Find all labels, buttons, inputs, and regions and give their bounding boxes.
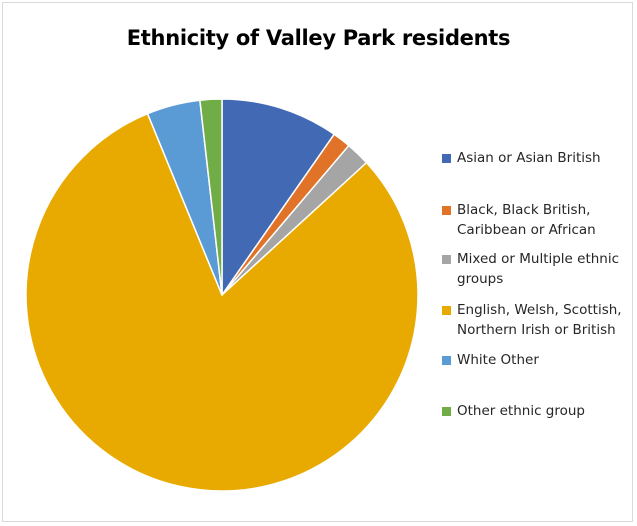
pie-slice-other [199, 98, 223, 296]
legend-swatch [442, 407, 451, 416]
legend-swatch [442, 356, 451, 365]
legend-label: English, Welsh, Scottish, Northern Irish… [457, 302, 622, 338]
legend-item-black: Black, Black British, Caribbean or Afric… [442, 200, 632, 240]
pie-slice-english-welsh-scottish-ni-british [25, 112, 419, 492]
legend-label: White Other [457, 352, 539, 368]
legend-swatch [442, 255, 451, 264]
pie-slice-asian [221, 98, 335, 296]
chart-title: Ethnicity of Valley Park residents [126, 26, 511, 50]
legend-swatch [442, 306, 451, 315]
legend-item-english-welsh-scottish-ni-british: English, Welsh, Scottish, Northern Irish… [442, 300, 632, 340]
legend-item-mixed: Mixed or Multiple ethnic groups [442, 249, 632, 289]
legend-item-white-other: White Other [442, 350, 632, 370]
legend-label: Black, Black British, Caribbean or Afric… [457, 202, 596, 238]
legend-label: Other ethnic group [457, 403, 586, 419]
legend-swatch [442, 154, 451, 163]
legend-label: Mixed or Multiple ethnic groups [457, 251, 620, 287]
legend-item-other: Other ethnic group [442, 401, 632, 421]
legend-swatch [442, 206, 451, 215]
legend-label: Asian or Asian British [457, 150, 601, 166]
legend-item-asian: Asian or Asian British [442, 148, 632, 168]
